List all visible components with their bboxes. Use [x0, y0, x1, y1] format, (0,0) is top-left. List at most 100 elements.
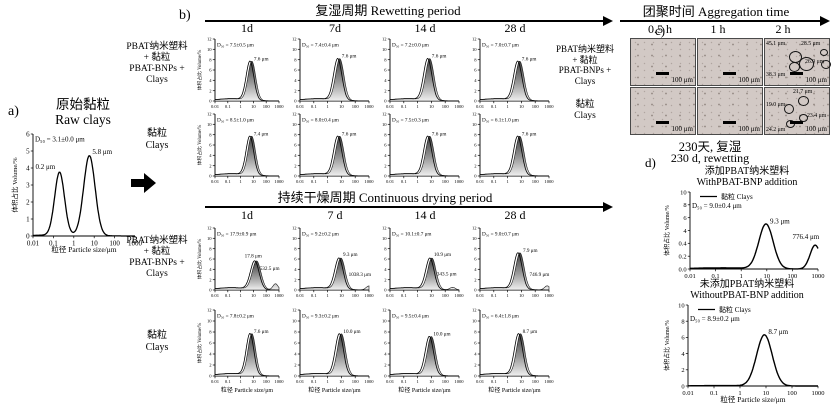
svg-text:7.6 μm: 7.6 μm: [254, 56, 269, 62]
svg-text:6: 6: [683, 215, 687, 222]
svg-text:D₅₀ = 3.1±0.0 μm: D₅₀ = 3.1±0.0 μm: [35, 136, 85, 144]
svg-text:0.1: 0.1: [225, 179, 231, 184]
svg-text:8: 8: [209, 57, 212, 62]
svg-text:4: 4: [209, 352, 212, 357]
svg-text:10: 10: [472, 236, 477, 241]
svg-text:7.6 μm: 7.6 μm: [522, 131, 537, 137]
svg-text:0.1: 0.1: [401, 179, 407, 184]
svg-text:D₅₀ = 8.0±0.4 μm: D₅₀ = 8.0±0.4 μm: [302, 118, 339, 124]
svg-text:7.6 μm: 7.6 μm: [254, 329, 269, 335]
svg-text:10: 10: [472, 47, 477, 52]
svg-text:6: 6: [384, 143, 387, 148]
svg-text:1: 1: [72, 240, 76, 248]
rewetting-arrow-icon: [205, 15, 613, 26]
svg-text:0.1: 0.1: [710, 390, 718, 397]
svg-text:1000: 1000: [812, 273, 825, 280]
panel-c-label: c): [655, 23, 666, 38]
svg-text:100: 100: [532, 379, 540, 384]
svg-text:12: 12: [382, 226, 387, 231]
svg-text:10: 10: [207, 47, 212, 52]
svg-text:0: 0: [384, 174, 387, 179]
svg-text:4: 4: [683, 228, 687, 235]
svg-text:1038.3 μm: 1038.3 μm: [349, 272, 371, 278]
svg-text:2: 2: [474, 163, 477, 168]
svg-text:0.01: 0.01: [386, 104, 395, 109]
aggregation-col-1h: 1 h: [710, 22, 726, 36]
svg-text:1: 1: [239, 379, 242, 384]
size-annotation: 19.0 μm: [766, 102, 786, 108]
svg-text:12: 12: [292, 112, 297, 117]
svg-text:1000: 1000: [364, 104, 374, 109]
svg-text:12: 12: [382, 37, 387, 42]
svg-text:1000: 1000: [454, 379, 464, 384]
svg-text:100: 100: [352, 104, 360, 109]
svg-text:体积占比 Volume/%: 体积占比 Volume/%: [196, 323, 203, 364]
svg-text:D₅₀ = 7.5±0.5 μm: D₅₀ = 7.5±0.5 μm: [217, 43, 254, 49]
micrograph-1-1: 100 μm: [697, 87, 763, 135]
svg-text:10.9 μm: 10.9 μm: [434, 252, 451, 258]
svg-text:12: 12: [207, 226, 212, 231]
distribution-chart-b-rw-pbat-28d: 12 10 8 6 4 2 0 0.01 0.1 1 10 100 1000 D₅₀ = 7.0±0.7 …: [466, 35, 554, 109]
svg-text:100: 100: [263, 104, 271, 109]
svg-text:D₅₀ = 10.1±0.7 μm: D₅₀ = 10.1±0.7 μm: [392, 232, 431, 238]
svg-text:10: 10: [251, 293, 256, 298]
svg-text:0: 0: [209, 174, 212, 179]
svg-text:12: 12: [207, 37, 212, 42]
svg-text:7.6 μm: 7.6 μm: [432, 131, 447, 137]
svg-text:8.7 μm: 8.7 μm: [768, 328, 788, 336]
svg-text:6: 6: [294, 257, 297, 262]
svg-text:0: 0: [294, 288, 297, 293]
rewetting-col-1d: 1d: [241, 21, 253, 35]
svg-text:10: 10: [339, 379, 344, 384]
svg-text:10: 10: [382, 236, 387, 241]
svg-text:D₅₀ = 8.5±1.0 μm: D₅₀ = 8.5±1.0 μm: [217, 118, 254, 124]
distribution-chart-b-rw-clays-28d: 12 10 8 6 4 2 0 0.01 0.1 1 10 100 1000 D₅₀ = 6.1±1.0 …: [466, 110, 554, 184]
svg-text:0: 0: [681, 383, 684, 390]
svg-text:343.5 μm: 343.5 μm: [437, 271, 457, 277]
svg-text:4: 4: [294, 78, 297, 83]
svg-text:8: 8: [474, 246, 477, 251]
svg-text:100: 100: [263, 293, 271, 298]
scale-bar-label: 100 μm: [738, 76, 760, 84]
svg-text:8: 8: [474, 132, 477, 137]
with-pbat-chart: 10 8 6 4 0.4 0.2 0.0 0.01 0.1 1 10 100 1000 黏粒 Clays D…: [663, 189, 826, 280]
svg-text:2: 2: [294, 88, 297, 93]
svg-text:0: 0: [26, 233, 30, 241]
svg-text:1000: 1000: [364, 293, 374, 298]
distribution-chart-b-rw-clays-7d: 12 10 8 6 4 2 0 0.01 0.1 1 10 100 1000 D₅₀ = 8.0±0.4 …: [286, 110, 374, 184]
svg-text:7.6 μm: 7.6 μm: [522, 56, 537, 62]
svg-text:4: 4: [474, 352, 477, 357]
row-label-rewetting-clays: 黏粒 Clays: [145, 128, 169, 151]
svg-text:0: 0: [294, 99, 297, 104]
svg-text:0.0: 0.0: [678, 266, 686, 273]
svg-text:8: 8: [209, 132, 212, 137]
svg-text:4: 4: [474, 267, 477, 272]
svg-text:7.6 μm: 7.6 μm: [342, 131, 357, 137]
svg-text:0.01: 0.01: [211, 104, 220, 109]
svg-text:0.01: 0.01: [386, 379, 395, 384]
svg-text:10: 10: [251, 104, 256, 109]
svg-text:D₅₀ = 9.0±0.7 μm: D₅₀ = 9.0±0.7 μm: [482, 232, 519, 238]
svg-text:4: 4: [209, 78, 212, 83]
svg-text:0: 0: [209, 99, 212, 104]
svg-text:10: 10: [251, 379, 256, 384]
svg-text:100: 100: [263, 179, 271, 184]
scale-bar-icon: [790, 121, 803, 124]
svg-text:0.01: 0.01: [296, 379, 305, 384]
svg-text:D₅₀ = 7.5±0.3 μm: D₅₀ = 7.5±0.3 μm: [392, 118, 429, 124]
svg-text:6: 6: [384, 68, 387, 73]
without-pbat-title: 未添加PBAT纳米塑料 WithoutPBAT-BNP addition: [690, 279, 804, 301]
svg-text:5: 5: [26, 148, 30, 156]
svg-text:0.01: 0.01: [684, 273, 695, 280]
svg-text:7.6 μm: 7.6 μm: [432, 54, 447, 60]
svg-text:10: 10: [519, 379, 524, 384]
svg-text:100: 100: [442, 104, 450, 109]
svg-text:6: 6: [294, 143, 297, 148]
micrograph-grid: 100 μm 100 μm 45.1 μm 28.5 μm 26.9 μm 38.3 μm…: [630, 38, 831, 135]
svg-text:10: 10: [680, 189, 687, 196]
svg-text:1: 1: [506, 293, 509, 298]
panel-b-label: b): [179, 8, 191, 23]
svg-text:10: 10: [292, 236, 297, 241]
svg-text:0: 0: [474, 99, 477, 104]
svg-text:10: 10: [207, 236, 212, 241]
